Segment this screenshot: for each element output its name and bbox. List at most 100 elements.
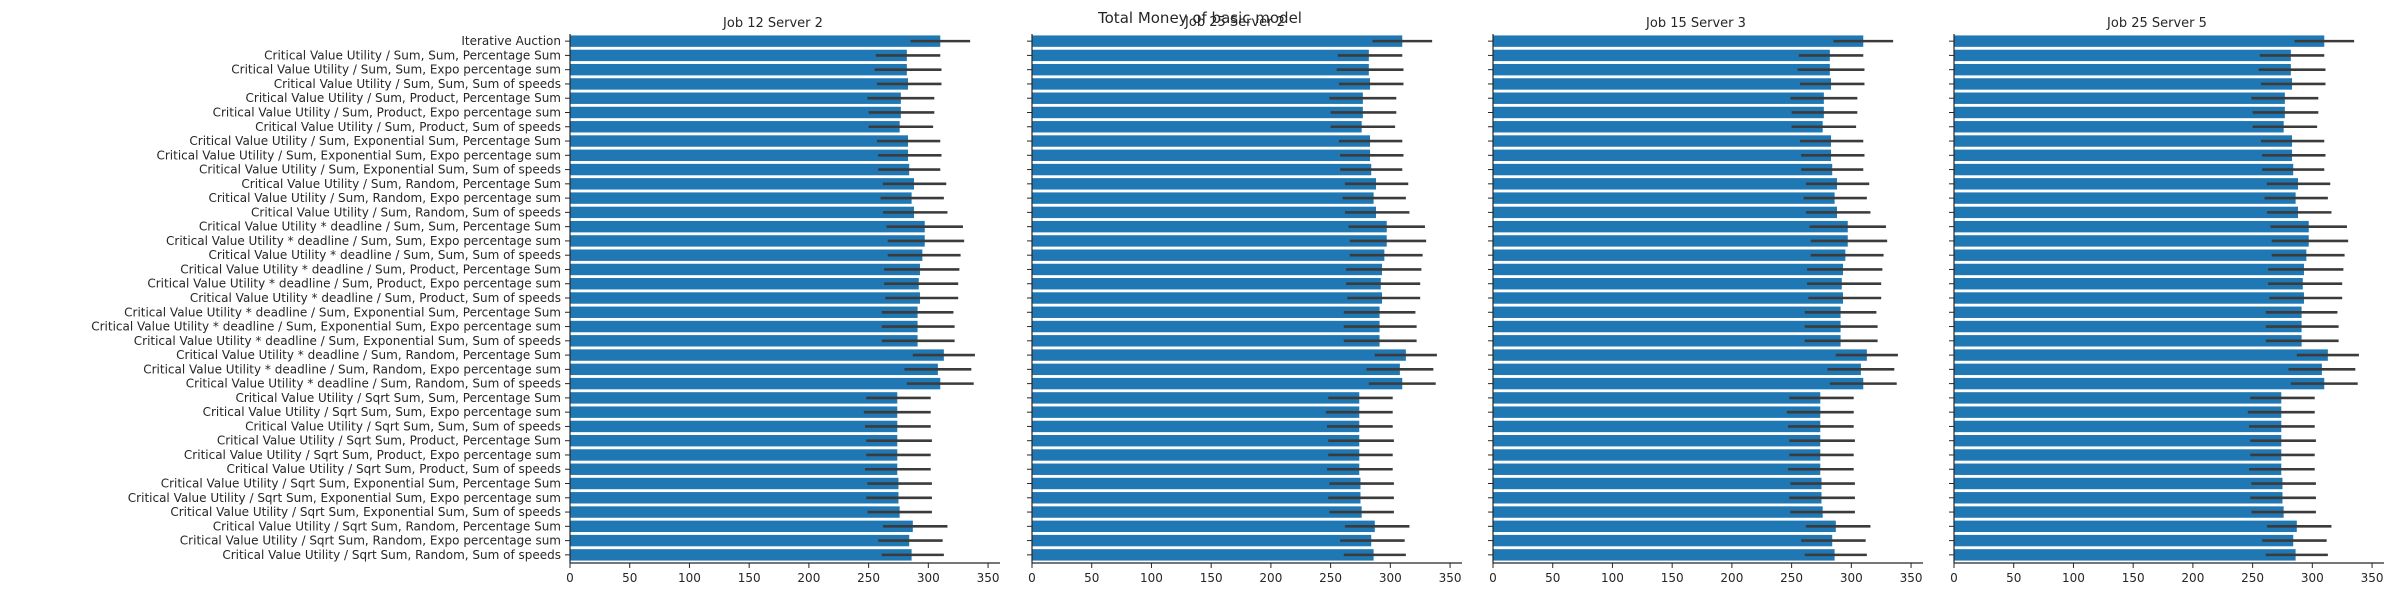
x-tick-label: 150: [1661, 571, 1684, 585]
bar: [570, 249, 923, 261]
x-tick-label: 350: [977, 571, 1000, 585]
bar: [1954, 363, 2322, 376]
bar: [570, 434, 898, 447]
bar: [1493, 534, 1833, 547]
bar: [1954, 534, 2294, 547]
bar: [570, 534, 910, 547]
bar: [570, 449, 898, 461]
bar: [1032, 106, 1363, 119]
bar: [1493, 449, 1821, 461]
bar: [570, 263, 920, 276]
bar: [1954, 192, 2296, 204]
x-tick-label: 50: [2006, 571, 2021, 585]
bar: [570, 278, 919, 290]
category-label: Critical Value Utility / Sum, Product, E…: [213, 105, 561, 119]
bar: [1032, 363, 1400, 376]
category-label: Critical Value Utility / Sum, Exponentia…: [189, 134, 561, 148]
category-label: Critical Value Utility * deadline / Sum,…: [134, 334, 561, 348]
category-label: Critical Value Utility * deadline / Sum,…: [176, 348, 561, 362]
bar: [1032, 463, 1360, 475]
category-label: Critical Value Utility / Sum, Product, S…: [255, 120, 561, 134]
bar: [570, 63, 907, 76]
x-tick-label: 50: [622, 571, 637, 585]
x-tick-label: 350: [2361, 571, 2384, 585]
bar: [1954, 377, 2325, 390]
bar: [570, 420, 898, 433]
bar: [1493, 392, 1821, 404]
category-label: Critical Value Utility / Sqrt Sum, Sum, …: [245, 419, 561, 433]
bar: [1493, 320, 1841, 333]
bar: [1032, 49, 1369, 62]
bar: [570, 235, 925, 247]
bar: [1954, 121, 2284, 133]
x-tick-label: 50: [1084, 571, 1099, 585]
bar: [1493, 306, 1841, 318]
bar: [1493, 249, 1846, 261]
category-label: Critical Value Utility * deadline / Sum,…: [186, 377, 561, 391]
x-tick-label: 300: [1379, 571, 1402, 585]
bar: [570, 506, 900, 518]
bar: [570, 220, 925, 233]
bar: [570, 163, 910, 176]
bar: [1032, 263, 1382, 276]
bar: [1032, 278, 1381, 290]
category-label: Critical Value Utility * deadline / Sum,…: [147, 277, 561, 291]
category-label: Critical Value Utility / Sum, Random, Su…: [251, 205, 561, 219]
category-label: Critical Value Utility / Sum, Sum, Perce…: [264, 48, 561, 62]
bar: [570, 549, 912, 561]
bar: [1032, 235, 1387, 247]
x-tick-label: 200: [797, 571, 820, 585]
bar: [1032, 35, 1403, 47]
category-label: Critical Value Utility * deadline / Sum,…: [124, 305, 561, 319]
bar: [1954, 492, 2283, 504]
bar: [1493, 92, 1824, 104]
bar: [1954, 477, 2283, 490]
category-label: Critical Value Utility / Sqrt Sum, Rando…: [213, 519, 561, 533]
bar: [1493, 506, 1823, 518]
x-tick-label: 250: [2241, 571, 2264, 585]
bar: [1493, 235, 1848, 247]
bar: [1954, 520, 2297, 533]
x-tick-label: 100: [1601, 571, 1624, 585]
bar: [1493, 377, 1864, 390]
bar: [1032, 192, 1374, 204]
x-tick-label: 50: [1545, 571, 1560, 585]
category-label: Critical Value Utility / Sqrt Sum, Expon…: [128, 491, 561, 505]
bar: [1493, 135, 1832, 147]
bar: [1032, 449, 1360, 461]
bar: [1493, 549, 1835, 561]
chart-title: Total Money of basic model: [1097, 9, 1302, 27]
x-tick-label: 150: [1200, 571, 1223, 585]
bar: [1954, 349, 2328, 361]
bar: [1032, 335, 1380, 347]
bar: [1032, 121, 1362, 133]
bar: [1954, 292, 2304, 304]
category-label: Critical Value Utility / Sum, Exponentia…: [156, 148, 561, 162]
bar: [1493, 106, 1824, 119]
bar: [1954, 420, 2282, 433]
bar: [1032, 420, 1360, 433]
bar: [570, 492, 899, 504]
bar: [1493, 192, 1835, 204]
x-tick-label: 0: [1028, 571, 1036, 585]
bar: [570, 392, 898, 404]
x-tick-label: 350: [1439, 571, 1462, 585]
x-tick-label: 200: [1259, 571, 1282, 585]
category-label: Critical Value Utility / Sum, Exponentia…: [199, 163, 561, 177]
x-tick-label: 100: [1140, 571, 1163, 585]
panel-title: Job 12 Server 2: [722, 16, 823, 31]
category-label: Critical Value Utility / Sqrt Sum, Rando…: [222, 548, 561, 562]
bar: [1032, 377, 1403, 390]
bar: [570, 121, 900, 133]
category-label: Critical Value Utility / Sqrt Sum, Sum, …: [235, 391, 561, 405]
bar: [1954, 149, 2293, 162]
bar: [1493, 335, 1841, 347]
bar: [570, 49, 907, 62]
bar: [1032, 249, 1385, 261]
category-label: Critical Value Utility * deadline / Sum,…: [143, 362, 561, 376]
bar: [570, 320, 918, 333]
category-label: Critical Value Utility * deadline / Sum,…: [91, 320, 561, 334]
category-label: Critical Value Utility / Sum, Random, Ex…: [208, 191, 561, 205]
x-tick-label: 100: [2062, 571, 2085, 585]
